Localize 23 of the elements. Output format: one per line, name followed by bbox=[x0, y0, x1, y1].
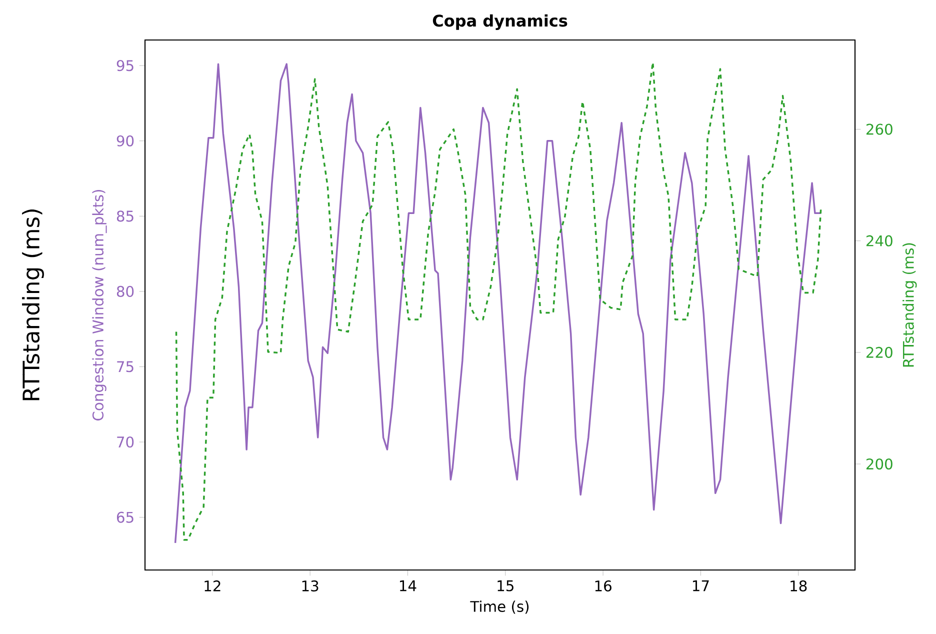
x-axis-title: Time (s) bbox=[470, 600, 529, 614]
y2-tick-label: 220 bbox=[866, 346, 892, 358]
y2-axis-title: RTTstanding (ms) bbox=[902, 243, 917, 367]
text: RTTstanding (ms) bbox=[22, 209, 44, 400]
y-tick-label: 90 bbox=[116, 135, 134, 146]
y-tick-label: 95 bbox=[116, 60, 134, 72]
x-tick-label: 15 bbox=[498, 580, 514, 592]
chart-title: Copa dynamics bbox=[432, 14, 568, 30]
y-axis-title: Congestion Window (num_pkts) bbox=[92, 190, 107, 420]
y-tick-label: 75 bbox=[117, 361, 134, 372]
x-tick-label: 16 bbox=[595, 580, 612, 592]
y-tick-label: 80 bbox=[116, 286, 134, 297]
y-tick-label: 65 bbox=[116, 512, 134, 523]
y2-tick-label: 200 bbox=[866, 458, 892, 470]
y-tick-label: 70 bbox=[117, 436, 134, 448]
x-tick-label: 12 bbox=[204, 580, 220, 592]
y-tick-label: 85 bbox=[116, 210, 134, 222]
x-tick-label: 13 bbox=[302, 580, 318, 592]
x-tick-label: 17 bbox=[692, 580, 709, 592]
y2-tick-label: 260 bbox=[866, 124, 892, 135]
x-tick-label: 14 bbox=[400, 580, 416, 592]
x-tick-label: 18 bbox=[790, 580, 807, 592]
y2-tick-label: 240 bbox=[866, 235, 892, 246]
